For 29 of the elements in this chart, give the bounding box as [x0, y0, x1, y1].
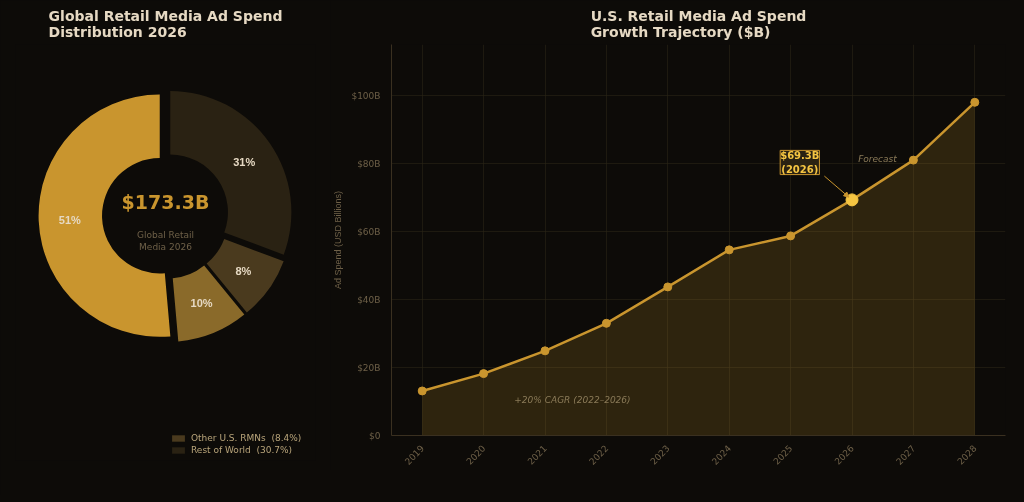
point	[540, 346, 550, 356]
point	[417, 386, 427, 396]
y-tick-label: $0	[369, 430, 381, 441]
data-label: 10%	[190, 297, 213, 310]
annotation: $69.3B (2026)	[780, 150, 820, 175]
y-tick-label: $60B	[357, 226, 381, 237]
data-label: 8%	[235, 264, 252, 277]
y-tick-label: $40B	[357, 294, 381, 305]
point	[724, 245, 734, 255]
y-axis-title: Ad Spend (USD Billions)	[333, 190, 344, 290]
point	[908, 155, 918, 165]
text: Global Retail Media 2026	[137, 229, 195, 252]
data-label: 31%	[233, 155, 256, 168]
text: $173.3B	[121, 190, 210, 213]
legend-label: Other U.S. RMNs (8.4%)	[191, 433, 302, 443]
point	[601, 318, 611, 328]
chart-title: Global Retail Media Ad Spend Distribution 2026	[48, 7, 283, 40]
point	[786, 231, 796, 241]
y-tick-label: $20B	[357, 362, 381, 373]
annotation: Forecast	[858, 153, 898, 164]
point	[479, 369, 489, 379]
annotation: +20% CAGR (2022–2026)	[514, 394, 631, 405]
point	[663, 282, 673, 292]
y-tick-label: $100B	[351, 90, 381, 101]
point	[970, 97, 980, 107]
y-tick-label: $80B	[357, 158, 381, 169]
chart-title: U.S. Retail Media Ad Spend Growth Trajectory ($B)	[590, 7, 807, 40]
data-label: 51%	[58, 213, 82, 226]
legend-label: Rest of World (30.7%)	[191, 445, 293, 455]
